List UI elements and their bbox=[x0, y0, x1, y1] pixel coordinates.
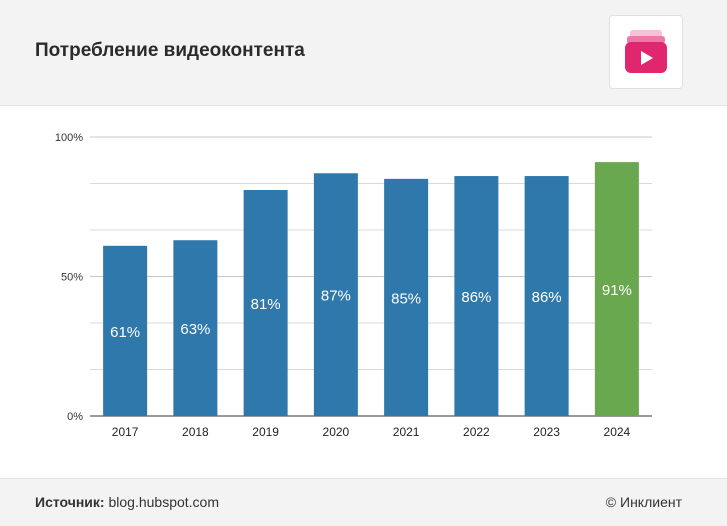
x-tick-label: 2018 bbox=[182, 425, 209, 439]
y-axis: 0% 50% 100% bbox=[55, 132, 83, 423]
page-title: Потребление видеоконтента bbox=[35, 40, 305, 61]
video-play-stack-icon bbox=[625, 30, 667, 73]
x-tick-label: 2024 bbox=[604, 425, 631, 439]
source-link[interactable]: blog.hubspot.com bbox=[108, 494, 220, 510]
source-label: Источник: bbox=[35, 494, 105, 510]
x-tick-label: 2020 bbox=[323, 425, 350, 439]
bar-2024 bbox=[594, 162, 639, 416]
logo bbox=[609, 15, 683, 89]
x-tick-label: 2017 bbox=[112, 425, 139, 439]
copyright: © Инклиент bbox=[605, 494, 682, 510]
x-tick-label: 2019 bbox=[252, 425, 279, 439]
bar-value-label: 87% bbox=[321, 288, 351, 305]
bar-value-label: 86% bbox=[461, 289, 491, 306]
bar-2022 bbox=[454, 176, 499, 416]
bar-value-label: 81% bbox=[251, 296, 281, 313]
footer: Источник: blog.hubspot.com © Инклиент bbox=[0, 478, 727, 526]
y-tick-label: 0% bbox=[67, 411, 83, 423]
source-line: Источник: blog.hubspot.com bbox=[35, 494, 219, 510]
bar-value-label: 91% bbox=[602, 282, 632, 299]
y-tick-label: 100% bbox=[55, 132, 83, 144]
chart-svg: 0%50%100% 61% 63%81% 87% 85% 86% 86% 91% 2017 2… bbox=[55, 132, 652, 439]
bar-value-label: 63% bbox=[180, 321, 210, 338]
y-tick-label: 50% bbox=[61, 272, 83, 284]
bar-2017 bbox=[103, 245, 148, 416]
bar-value-label: 61% bbox=[110, 324, 140, 341]
x-tick-label: 2021 bbox=[393, 425, 420, 439]
x-tick-label: 2022 bbox=[463, 425, 490, 439]
bars: 61% 63% 81% 87% 85% 86% 86% 91% bbox=[103, 162, 639, 416]
bar-2021 bbox=[384, 178, 429, 416]
bar-2018 bbox=[173, 240, 218, 416]
bar-2019 bbox=[243, 190, 288, 416]
bar-2023 bbox=[524, 176, 569, 416]
bar-value-label: 86% bbox=[532, 289, 562, 306]
x-axis: 2017 2018 2019 2020 2021 2022 2023 2024 bbox=[112, 425, 631, 439]
bar-value-label: 85% bbox=[391, 290, 421, 307]
bar-chart: 0% 50% 100% 61% 63% 81% 87% 85% 86% 86% 91% 2017 2… bbox=[0, 106, 727, 478]
x-tick-label: 2023 bbox=[533, 425, 560, 439]
header: Потребление видеоконтента bbox=[0, 0, 727, 106]
bar-2020 bbox=[313, 173, 358, 416]
